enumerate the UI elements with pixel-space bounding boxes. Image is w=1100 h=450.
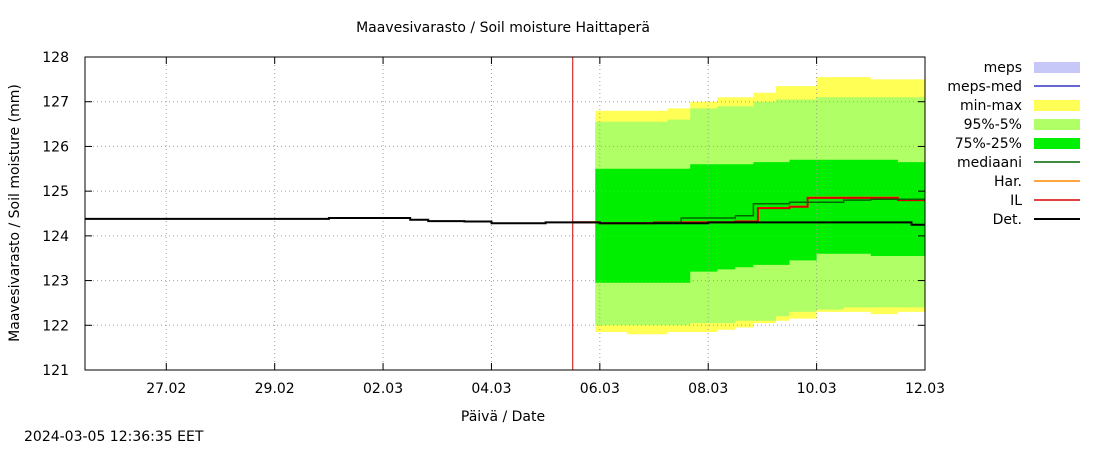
y-tick-label: 121 [42, 363, 69, 379]
legend-label-p95_5: 95%-5% [964, 117, 1022, 133]
series-lines [85, 57, 925, 370]
legend-label-det: Det. [993, 212, 1022, 228]
x-axis-label: Päivä / Date [461, 409, 545, 425]
legend-label-il: IL [1010, 193, 1022, 209]
legend-swatch-meps [1034, 62, 1080, 73]
legend-swatch-p95_5 [1034, 119, 1080, 130]
y-tick-label: 126 [42, 139, 69, 155]
y-tick-label: 123 [42, 274, 69, 290]
x-tick-label: 12.03 [905, 381, 945, 397]
y-tick-label: 128 [42, 50, 69, 66]
x-tick-label: 29.02 [255, 381, 295, 397]
chart-title: Maavesivarasto / Soil moisture Haittaper… [356, 20, 650, 36]
y-tick-label: 127 [42, 95, 69, 111]
p75-25-band [595, 159, 925, 283]
x-tick-label: 06.03 [580, 381, 620, 397]
y-tick-label: 124 [42, 229, 69, 245]
legend-label-p75_25: 75%-25% [955, 136, 1022, 152]
x-tick-label: 04.03 [471, 381, 511, 397]
legend-label-median: mediaani [957, 155, 1022, 171]
x-tick-label: 02.03 [363, 381, 403, 397]
legend-swatch-min_max [1034, 100, 1080, 111]
forecast-bands [595, 77, 925, 335]
x-tick-label: 08.03 [688, 381, 728, 397]
legend-label-meps_med: meps-med [947, 79, 1022, 95]
legend-swatch-p75_25 [1034, 138, 1080, 149]
grid-lines [85, 57, 925, 370]
legend: meps meps-med min-max 95%-5% 75%-25% mediaani… [947, 60, 1080, 228]
det-series-line [85, 217, 925, 226]
legend-label-meps: meps [984, 60, 1022, 76]
x-tick-label: 10.03 [797, 381, 837, 397]
footer-timestamp: 2024-03-05 12:36:35 EET [24, 429, 204, 445]
x-tick-label: 27.02 [146, 381, 186, 397]
legend-label-min_max: min-max [960, 98, 1022, 114]
legend-label-har: Har. [994, 174, 1022, 190]
axes: 121 122 123 124 125 126 127 128 27.02 29.02 02.03 0… [42, 50, 945, 397]
y-axis-label: Maavesivarasto / Soil moisture (mm) [7, 84, 23, 342]
y-tick-label: 125 [42, 184, 69, 200]
plot-frame [84, 56, 926, 371]
y-tick-label: 122 [42, 318, 69, 334]
